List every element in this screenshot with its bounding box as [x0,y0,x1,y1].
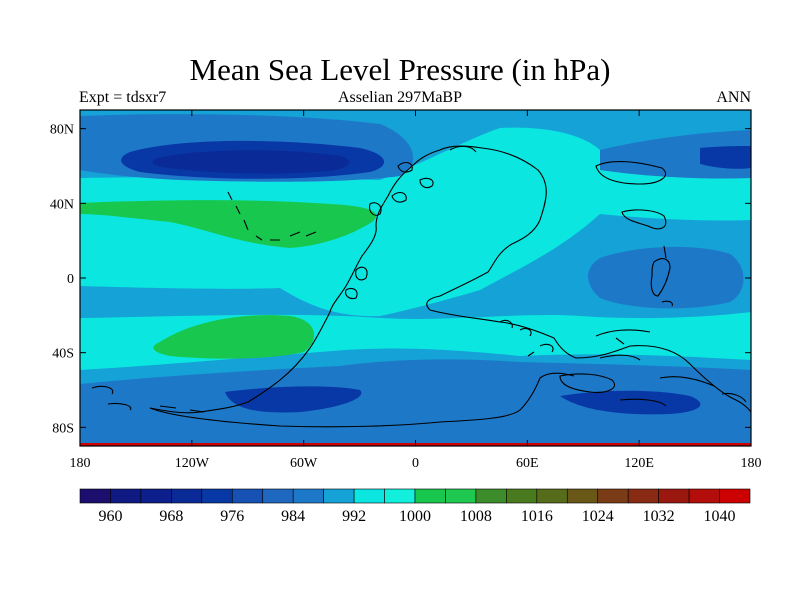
coast-pangea-south [149,372,575,428]
colorbar-label: 984 [281,508,305,525]
lat-tick-label: 40S [52,347,74,362]
colorbar-swatch [445,488,477,504]
colorbar-label: 1032 [643,508,675,525]
colorbar-label: 960 [98,508,122,525]
coast-western-arc [345,202,382,300]
coast-antarctic-fringe [659,376,747,403]
coast-southeast-islands [559,329,667,407]
colorbar-label: 1000 [399,508,431,525]
field-high-subtropical-north [80,200,377,248]
colorbar-swatch [719,488,751,504]
colorbar-label: 1016 [521,508,553,525]
coast-pangea-west [149,149,441,414]
lon-tick-label: 180 [741,456,762,471]
colorbar-swatch [171,488,203,504]
field-deep-low-south [225,386,362,413]
colorbar-swatch [262,488,294,504]
coast-east-islands [595,161,667,230]
colorbar-swatch [627,488,659,504]
lat-tick-label: 80N [50,123,74,138]
lon-tick-label: 60E [516,456,539,471]
colorbar-label: 992 [342,508,366,525]
coast-greenland [449,145,477,153]
colorbar-swatch [79,488,111,504]
coastlines [91,145,751,428]
colorbar: 960 968 976 984 992 1000 1008 1016 1024 1032 1040 [79,488,751,525]
colorbar-label: 1024 [582,508,614,525]
coast-east-archipelago [650,245,673,307]
coast-tethys-islands [499,319,625,357]
field-deep-low-north-east [700,146,751,169]
pressure-field [80,110,751,446]
colorbar-swatch [323,488,355,504]
coast-north-islands [391,161,434,203]
lat-tick-label: 40N [50,197,74,212]
field-high-subtropical-south [153,315,315,359]
axis-ticks: 80N 40N 0 40S 80S 180 120W 60W 0 60E 120E 180 [50,110,762,471]
lon-tick-label: 120W [175,456,210,471]
colorbar-swatch [597,488,629,504]
experiment-label: Expt = tdsxr7 [79,89,167,106]
colorbar-swatch [110,488,142,504]
colorbar-swatch [292,488,324,504]
lon-tick-label: 0 [412,456,419,471]
lat-tick-label: 0 [67,272,74,287]
field-low-tropical-east [588,246,744,309]
field-deep-low-south-east [560,390,701,415]
season-label: ANN [716,89,751,106]
colorbar-swatch [566,488,599,504]
colorbar-swatch [688,488,720,504]
colorbar-swatch [658,488,690,504]
colorbar-label: 1008 [460,508,492,525]
lon-tick-label: 180 [70,456,91,471]
period-label: Asselian 297MaBP [338,89,462,106]
colorbar-label: 1040 [704,508,736,525]
colorbar-swatch [475,488,507,504]
field-core-low-north [152,150,350,174]
map-title: Mean Sea Level Pressure (in hPa) [189,52,611,87]
coast-pangea-north [426,145,751,413]
lon-tick-label: 60W [290,456,318,471]
colorbar-label: 976 [220,508,244,525]
colorbar-swatch [414,488,446,504]
field-low-south [80,359,751,446]
colorbar-swatch [353,488,385,504]
colorbar-swatch [201,488,233,504]
colorbar-swatch [231,488,264,504]
lon-tick-label: 120E [624,456,654,471]
coast-southwest-islands [91,385,205,413]
colorbar-swatch [536,488,568,504]
colorbar-swatch [384,488,416,504]
field-high-north [80,127,751,317]
colorbar-label: 968 [159,508,183,525]
colorbar-swatch [506,488,538,504]
coast-panthalassa-arc [227,191,317,241]
colorbar-swatch [140,488,172,504]
lat-tick-label: 80S [52,421,74,436]
